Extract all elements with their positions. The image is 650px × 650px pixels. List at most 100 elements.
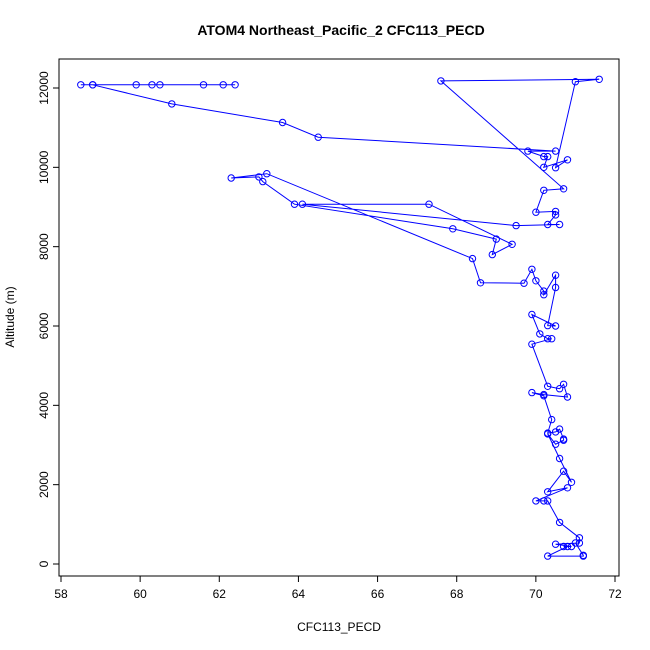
y-tick-label: 0	[37, 560, 51, 567]
data-point	[540, 392, 548, 400]
data-point	[512, 221, 520, 230]
x-tick-label: 70	[529, 587, 543, 601]
data-point	[544, 152, 552, 161]
data-point	[540, 287, 548, 295]
data-point	[595, 75, 603, 84]
data-point	[298, 200, 307, 208]
data-point	[551, 211, 560, 219]
series-layer	[77, 75, 603, 560]
data-point	[544, 488, 552, 496]
y-tick-label: 4000	[37, 392, 51, 419]
data-point	[536, 330, 544, 338]
x-tick-label: 60	[133, 587, 147, 601]
data-point	[559, 436, 568, 444]
y-tick-label: 8000	[37, 233, 51, 260]
x-axis-title: CFC113_PECD	[297, 620, 381, 634]
data-point	[425, 200, 433, 208]
y-tick-label: 12000	[37, 71, 51, 105]
data-point	[544, 220, 552, 229]
data-point	[259, 177, 267, 186]
data-point	[314, 133, 322, 141]
data-point	[528, 265, 536, 273]
data-point	[575, 534, 584, 542]
data-point	[156, 81, 164, 89]
x-tick-label: 66	[371, 587, 385, 601]
plot-area	[58, 58, 620, 577]
data-point	[551, 440, 560, 448]
data-point	[255, 173, 263, 181]
data-point	[219, 81, 227, 89]
data-point	[544, 430, 552, 438]
data-point	[555, 425, 564, 433]
data-point	[540, 163, 548, 172]
data-point	[571, 539, 580, 547]
data-point	[544, 552, 552, 560]
y-tick-label: 6000	[37, 312, 51, 339]
x-tick-label: 68	[450, 587, 464, 601]
x-tick-label: 58	[54, 587, 68, 601]
data-point	[528, 388, 536, 397]
data-point	[148, 81, 156, 89]
data-point	[290, 200, 299, 208]
data-point	[559, 380, 568, 388]
plot-border	[58, 58, 620, 577]
chart-title: ATOM4 Northeast_Pacific_2 CFC113_PECD	[197, 22, 484, 38]
y-tick-label: 2000	[37, 471, 51, 498]
data-point	[551, 540, 560, 548]
data-point	[231, 81, 239, 89]
data-point	[559, 467, 568, 475]
data-point	[168, 100, 176, 108]
data-point	[278, 118, 287, 127]
data-point	[528, 340, 536, 348]
data-point	[199, 81, 208, 89]
data-point	[449, 225, 457, 233]
data-point	[559, 542, 568, 551]
data-point	[540, 291, 548, 299]
data-point	[492, 235, 500, 243]
data-point	[563, 542, 572, 551]
x-axis: 58 60 62 64 66 68 70 72	[54, 575, 622, 601]
data-point	[532, 497, 540, 505]
data-point	[263, 170, 271, 178]
data-point	[563, 484, 572, 492]
data-point	[555, 518, 564, 527]
data-point	[571, 78, 580, 86]
data-point	[524, 147, 532, 155]
x-tick-label: 64	[292, 587, 306, 601]
data-point	[551, 271, 560, 279]
data-point	[227, 174, 235, 182]
data-point	[532, 277, 540, 285]
data-point	[551, 164, 560, 172]
data-point	[579, 551, 587, 559]
data-point	[132, 81, 140, 89]
x-tick-label: 62	[213, 587, 227, 601]
data-point	[555, 454, 564, 463]
data-point	[544, 497, 552, 505]
x-tick-label: 72	[608, 587, 622, 601]
data-point	[540, 186, 548, 195]
y-axis-title: Altitude (m)	[3, 286, 17, 347]
data-point	[540, 497, 548, 505]
data-point	[437, 77, 445, 85]
data-point	[528, 310, 536, 319]
data-point	[575, 539, 584, 547]
data-point	[563, 393, 572, 401]
series-line	[80, 78, 600, 557]
data-point	[468, 254, 477, 263]
data-point	[508, 240, 516, 249]
data-point	[555, 385, 564, 393]
data-point	[551, 283, 560, 292]
data-point	[544, 382, 552, 390]
data-point	[551, 207, 560, 216]
data-point	[532, 208, 540, 216]
data-point	[563, 156, 572, 164]
data-point	[476, 279, 485, 287]
data-point	[520, 279, 528, 287]
data-point	[548, 415, 556, 424]
data-point	[555, 220, 564, 229]
data-point	[77, 81, 85, 89]
data-point	[551, 322, 560, 330]
data-point	[488, 250, 496, 259]
data-point	[548, 335, 556, 343]
